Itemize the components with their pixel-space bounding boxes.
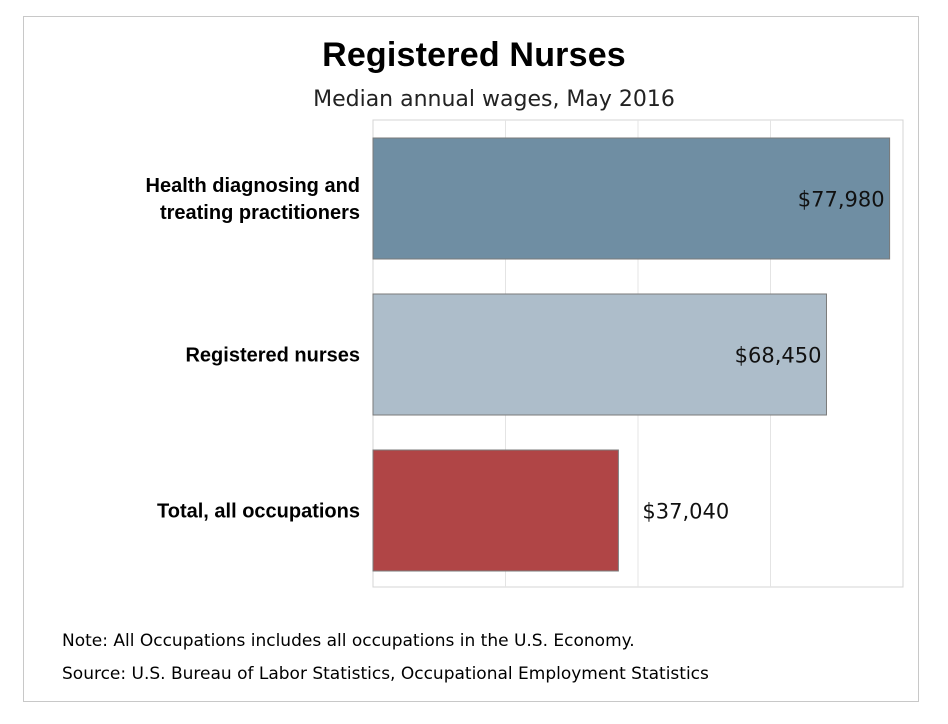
- chart-note: Note: All Occupations includes all occup…: [62, 631, 635, 651]
- chart-title: Registered Nurses: [322, 36, 626, 74]
- category-label-2: Registered nurses: [185, 345, 360, 367]
- chart-source: Source: U.S. Bureau of Labor Statistics,…: [62, 664, 709, 684]
- bar-1: [372, 137, 891, 260]
- category-label-1-line-1: Health diagnosing and: [146, 175, 360, 197]
- bar-2: [372, 293, 827, 416]
- category-label-3: Total, all occupations: [157, 501, 360, 523]
- value-label-2: $68,450: [735, 344, 822, 368]
- value-label-1: $77,980: [798, 188, 885, 212]
- chart-subtitle: Median annual wages, May 2016: [313, 87, 675, 112]
- category-label-1-line-2: treating practitioners: [160, 202, 360, 224]
- bar-3: [372, 449, 619, 572]
- value-label-3: $37,040: [642, 500, 729, 524]
